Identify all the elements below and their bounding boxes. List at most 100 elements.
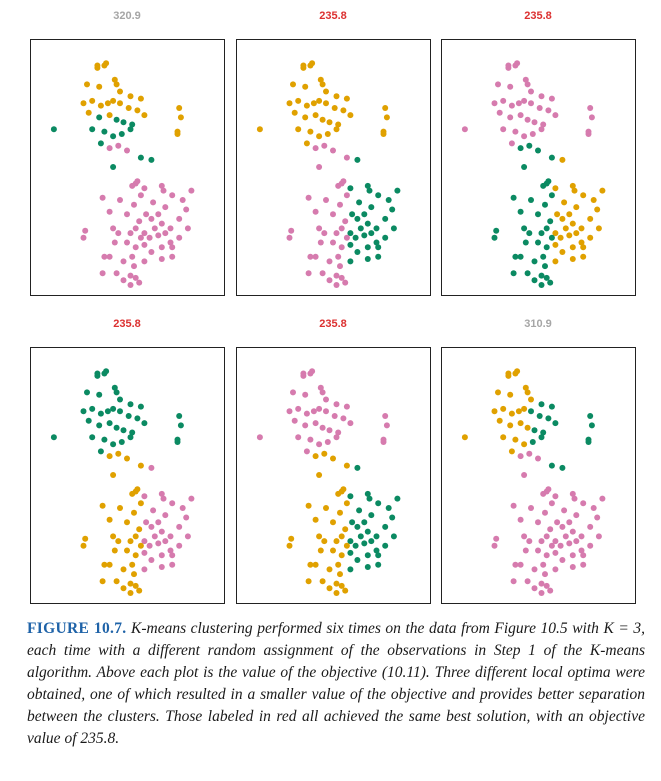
data-point <box>113 389 120 396</box>
data-point <box>507 391 514 398</box>
data-point <box>110 533 117 540</box>
data-point <box>342 218 349 225</box>
data-point <box>286 542 293 549</box>
data-point <box>500 434 507 441</box>
data-point <box>101 253 108 260</box>
data-point <box>573 230 580 237</box>
data-point <box>317 547 324 554</box>
data-point <box>184 225 191 232</box>
data-point <box>110 441 117 448</box>
data-point <box>310 100 317 107</box>
data-point <box>538 272 545 279</box>
data-point <box>286 100 293 107</box>
data-point <box>99 270 106 277</box>
data-point <box>366 187 373 194</box>
data-point <box>493 227 500 234</box>
data-point <box>316 97 323 104</box>
data-point <box>155 519 162 526</box>
data-point <box>127 126 134 133</box>
data-point <box>321 142 328 149</box>
data-point <box>89 434 96 441</box>
data-point <box>132 244 139 251</box>
data-point <box>528 505 534 511</box>
data-point <box>383 114 390 121</box>
data-point <box>545 178 552 185</box>
data-point <box>113 270 120 277</box>
data-point <box>562 533 569 540</box>
data-point <box>305 270 312 277</box>
data-point <box>330 547 336 554</box>
data-point <box>526 538 533 545</box>
data-point <box>552 420 559 427</box>
data-point <box>326 277 333 284</box>
data-point <box>578 225 585 232</box>
data-point <box>326 427 333 434</box>
data-point <box>106 208 113 215</box>
panel-frame <box>30 347 225 604</box>
data-point <box>569 528 576 535</box>
data-point <box>137 403 144 410</box>
panel-objective-label: 235.8 <box>113 318 141 330</box>
data-point <box>517 145 524 152</box>
data-point <box>540 561 547 568</box>
data-point <box>338 582 345 589</box>
data-point <box>148 523 155 530</box>
data-point <box>385 197 392 203</box>
data-point <box>326 119 333 126</box>
data-point <box>356 199 363 206</box>
data-point <box>97 140 104 147</box>
data-point <box>522 76 529 83</box>
data-point <box>148 156 155 163</box>
data-point <box>137 542 144 549</box>
data-point <box>131 201 137 208</box>
data-point <box>101 128 108 135</box>
data-point <box>547 587 554 594</box>
data-point <box>595 533 602 540</box>
data-point <box>176 105 183 111</box>
data-point <box>548 95 555 102</box>
data-point <box>176 234 183 241</box>
data-point <box>552 258 559 265</box>
data-point <box>507 83 514 90</box>
data-point <box>517 253 524 260</box>
data-point <box>364 220 371 227</box>
data-point <box>354 557 361 563</box>
data-point <box>96 83 103 90</box>
data-point <box>373 547 380 554</box>
data-point <box>505 62 512 69</box>
data-point <box>496 417 503 424</box>
data-point <box>364 256 371 262</box>
data-point <box>543 533 550 540</box>
data-point <box>106 112 113 119</box>
data-point <box>110 97 117 104</box>
data-point <box>491 100 498 107</box>
data-point <box>526 142 533 149</box>
data-point <box>340 107 347 114</box>
data-point <box>179 197 186 203</box>
data-point <box>124 147 130 154</box>
data-point <box>569 552 576 559</box>
panel-objective-label: 235.8 <box>319 318 347 330</box>
data-point <box>337 509 343 516</box>
data-point <box>127 590 134 596</box>
data-point <box>127 230 134 237</box>
data-point <box>524 578 531 585</box>
data-point <box>316 533 323 540</box>
data-point <box>517 420 524 427</box>
data-point <box>291 417 298 424</box>
data-point <box>256 126 263 133</box>
data-point <box>557 542 564 549</box>
data-point <box>389 514 396 521</box>
data-point <box>111 547 118 554</box>
data-point <box>531 585 538 592</box>
data-point <box>526 450 533 457</box>
data-point <box>256 434 263 441</box>
data-point <box>303 140 310 147</box>
data-point <box>383 422 390 429</box>
data-point <box>137 234 144 241</box>
data-point <box>131 509 137 516</box>
data-point <box>587 105 594 111</box>
data-point <box>177 114 184 121</box>
data-point <box>587 542 594 549</box>
data-point <box>111 239 118 246</box>
